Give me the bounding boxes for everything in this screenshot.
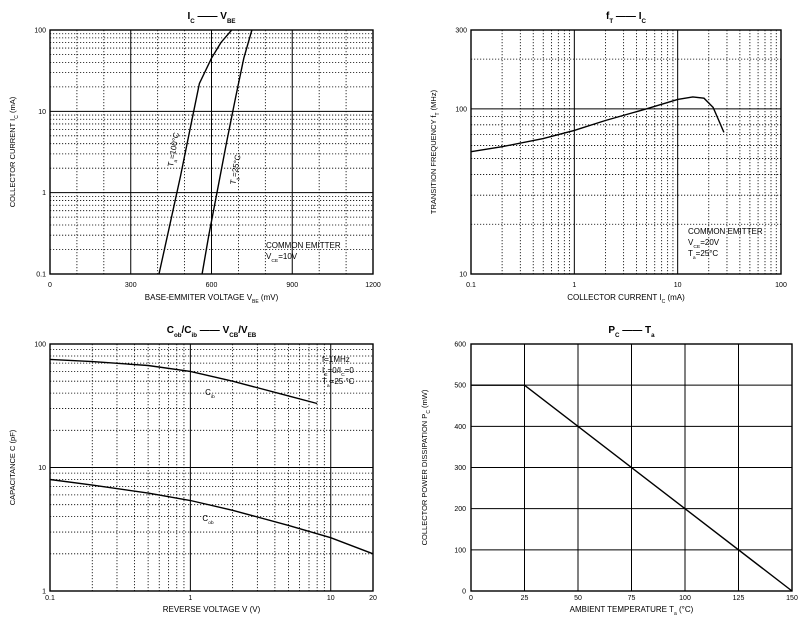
x-tick-label: 0: [48, 282, 52, 289]
y-tick-label: 100: [454, 547, 466, 554]
y-tick-label: 300: [454, 465, 466, 472]
y-tick-label: 0: [462, 589, 466, 596]
x-tick-label: 100: [679, 595, 691, 602]
x-tick-label: 75: [628, 595, 636, 602]
y-tick-label: 10: [459, 272, 467, 279]
plot-frame: [49, 343, 374, 592]
y-tick-label: 200: [454, 506, 466, 513]
y-tick-label: 10: [38, 465, 46, 472]
x-tick-label: 10: [327, 595, 335, 602]
minor-grid: [471, 30, 781, 274]
x-tick-label: 50: [574, 595, 582, 602]
y-tick-label: 100: [34, 342, 46, 349]
y-tick-label: 300: [455, 28, 467, 35]
plot-frame: [49, 29, 374, 275]
x-tick-label: 0: [469, 595, 473, 602]
chart-title: IC —— VBE: [187, 11, 235, 25]
plot-frame: [470, 343, 793, 592]
chart-ic-vbe: 0 300 600 900 1200 0.1 1 10 100 Ta=100°C Ta=25°C CO…: [8, 11, 381, 305]
x-tick-label: 125: [733, 595, 745, 602]
chart-ft-ic: 0.1 1 10 100 10 100 300 COMMON EMITTER VCE=20VTa…: [429, 11, 787, 305]
series-line-cib: [49, 358, 318, 405]
y-tick-label: 400: [454, 424, 466, 431]
y-axis-label: COLLECTOR POWER DISSIPATION PC (mW): [420, 389, 432, 545]
y-tick-label: 1: [42, 190, 46, 197]
x-tick-label: 900: [286, 282, 298, 289]
major-grid: [49, 29, 374, 275]
x-tick-label: 150: [786, 595, 798, 602]
series-line-cob: [49, 478, 374, 555]
annotation-line: COMMON EMITTER: [688, 227, 763, 236]
annotation-line: f=1MHz: [322, 355, 350, 364]
y-tick-label: 1: [42, 589, 46, 596]
x-tick-label: 1200: [365, 282, 381, 289]
y-tick-label: 0.1: [36, 272, 46, 279]
y-tick-label: 100: [34, 28, 46, 35]
chart-title: fT —— IC: [606, 11, 646, 25]
y-tick-label: 500: [454, 383, 466, 390]
series-label-cib: Cib: [205, 388, 215, 400]
y-tick-label: 100: [455, 106, 467, 113]
series-label-cob: Cob: [202, 514, 214, 526]
series-line-ft: [470, 96, 725, 153]
y-axis-label: CAPACITANCE C (pF): [8, 429, 17, 505]
chart-pc-ta: 0 25 50 75 100 125 150 0 100 200 300 400 500 600 PC ——…: [420, 325, 798, 617]
x-tick-label: 1: [572, 282, 576, 289]
y-axis-label: COLLECTOR CURRENT IC (mA): [8, 96, 20, 207]
x-tick-label: 600: [206, 282, 218, 289]
annotation-line: Ta=25°C: [688, 249, 718, 261]
x-tick-label: 0.1: [466, 282, 476, 289]
x-axis-label: COLLECTOR CURRENT IC (mA): [567, 293, 685, 305]
x-axis-label: AMBIENT TEMPERATURE Ta (°C): [570, 605, 694, 617]
chart-title: Cob/Cib —— VCB/VEB: [167, 325, 257, 339]
chart-title: PC —— Ta: [608, 325, 655, 339]
x-axis-label: BASE-EMMITER VOLTAGE VBE (mV): [145, 293, 279, 305]
annotation-line: VCE=20V: [688, 238, 720, 250]
annotation-line: Ta=25 °C: [322, 377, 355, 389]
series-label-ta-25-c: Ta=25°C: [228, 154, 245, 186]
annotation-line: COMMON EMITTER: [266, 241, 341, 250]
x-axis-label: REVERSE VOLTAGE V (V): [163, 605, 261, 614]
x-tick-label: 0.1: [45, 595, 55, 602]
series-line-ta-25-c: [201, 29, 253, 275]
plot-frame: [470, 29, 782, 275]
x-tick-label: 20: [369, 595, 377, 602]
x-tick-label: 300: [125, 282, 137, 289]
series-label-ta-100-c: Ta=100°C: [166, 132, 183, 168]
series-line-pc: [471, 384, 793, 592]
chart-cob-cib: 0.1 1 10 20110100CibCobf=1MHzIE=0/IC=0Ta=25…: [8, 325, 377, 614]
y-tick-label: 10: [38, 109, 46, 116]
annotation-line: IE=0/IC=0: [322, 366, 354, 378]
x-tick-label: 100: [775, 282, 787, 289]
x-tick-label: 25: [521, 595, 529, 602]
y-axis-label: TRANSITION FREQUENCY fT (MHz): [429, 89, 441, 214]
x-tick-label: 1: [188, 595, 192, 602]
y-tick-label: 600: [454, 342, 466, 349]
annotation-line: VCE=10V: [266, 252, 298, 264]
series-line-ta-100-c: [158, 29, 233, 275]
x-tick-label: 10: [674, 282, 682, 289]
major-grid: [470, 29, 782, 275]
